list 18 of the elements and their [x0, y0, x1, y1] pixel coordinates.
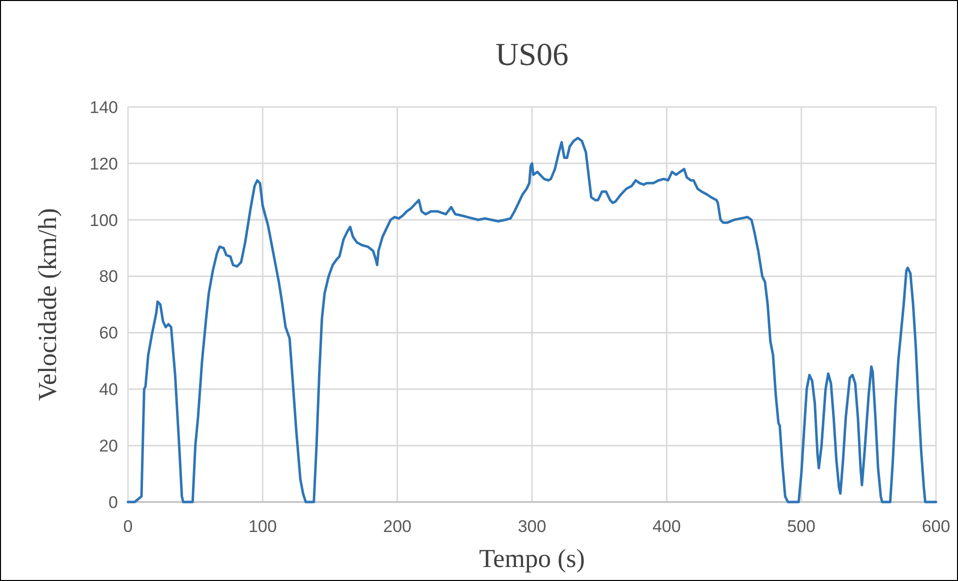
x-tick-label: 600 — [922, 517, 950, 536]
y-tick-label: 40 — [99, 380, 118, 400]
y-tick-label: 100 — [90, 210, 118, 230]
x-tick-label: 500 — [787, 517, 816, 536]
y-tick-label: 120 — [90, 154, 118, 174]
x-tick-label: 200 — [383, 517, 412, 536]
y-tick-label: 0 — [108, 492, 118, 512]
y-tick-label: 60 — [99, 324, 118, 343]
x-tick-label: 400 — [652, 517, 681, 536]
y-tick-label: 140 — [90, 98, 118, 117]
y-tick-label: 80 — [99, 267, 118, 286]
x-axis-title: Tempo (s) — [479, 544, 585, 573]
x-tick-label: 300 — [518, 517, 546, 536]
y-tick-label: 20 — [99, 436, 118, 456]
y-axis-title: Velocidade (km/h) — [33, 208, 62, 401]
x-tick-label: 0 — [123, 517, 133, 536]
x-tick-label: 100 — [248, 517, 277, 536]
chart-title: US06 — [496, 36, 568, 72]
